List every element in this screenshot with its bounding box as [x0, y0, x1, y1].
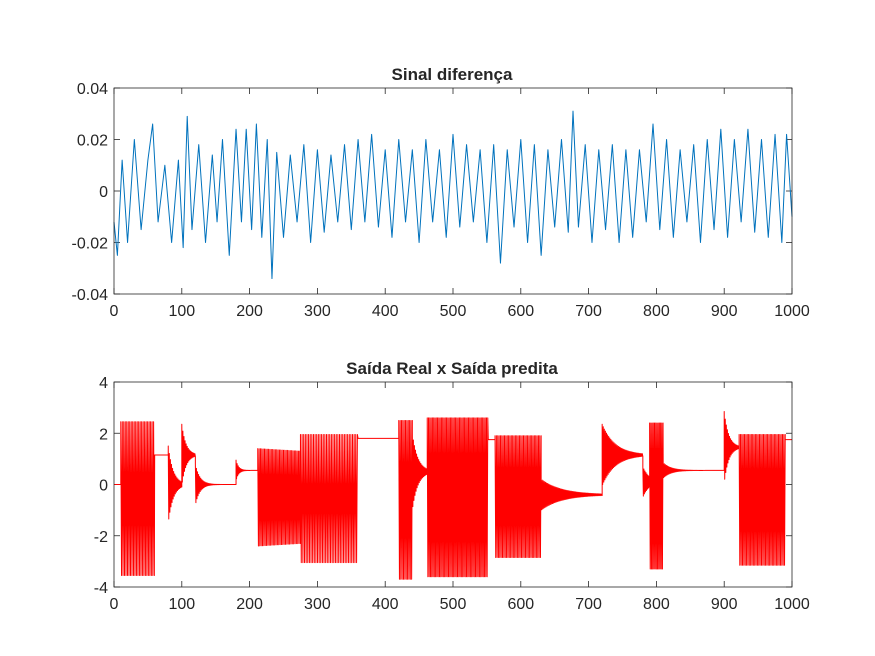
series-line-sinal-diferenca	[113, 110, 793, 280]
x-tick-label: 200	[236, 303, 263, 320]
x-tick-label: 400	[372, 596, 399, 613]
y-tick-label: 0.02	[77, 133, 108, 150]
axes-box-1	[113, 87, 793, 295]
x-tick-label: 500	[440, 596, 467, 613]
y-tick-label: -2	[94, 529, 108, 546]
y-tick-label: 4	[99, 375, 108, 392]
y-tick-label: -0.04	[72, 287, 109, 304]
x-tick-label: 1000	[774, 303, 810, 320]
chart-title-1: Sinal diferença	[392, 65, 513, 84]
axes-box-2	[113, 381, 793, 588]
x-tick-label: 0	[110, 596, 119, 613]
x-tick-label: 900	[711, 303, 738, 320]
series-line-saida	[114, 410, 792, 580]
x-tick-label: 700	[575, 596, 602, 613]
subplot-saida-real-x-saida-predita: Saída Real x Saída predita 0 100 200 300 400…	[94, 359, 810, 613]
y-tick-label: -4	[94, 580, 108, 597]
x-tick-label: 100	[168, 303, 195, 320]
plot-area-2: 0 100 200 300 400 500 600 700 800 900 1000 4 2 0 -2 -4	[94, 375, 810, 613]
x-tick-label: 300	[304, 596, 331, 613]
plot-background-1	[114, 88, 792, 294]
x-tick-label: 900	[711, 596, 738, 613]
x-tick-label: 600	[507, 596, 534, 613]
y-tick-label: 0	[99, 184, 108, 201]
x-tick-label: 1000	[774, 596, 810, 613]
y-tick-label: 0.04	[77, 81, 108, 98]
x-tick-label: 700	[575, 303, 602, 320]
subplot-sinal-diferenca: Sinal diferença 0 100 200 300 400 500 600 700 80…	[72, 65, 810, 320]
x-tick-label: 200	[236, 596, 263, 613]
x-tick-label: 0	[110, 303, 119, 320]
plot-area-1: 0 100 200 300 400 500 600 700 800 900 1000 0.04 0.02…	[72, 81, 810, 320]
x-tick-label: 500	[440, 303, 467, 320]
y-tick-label: -0.02	[72, 236, 109, 253]
x-tick-label: 400	[372, 303, 399, 320]
x-tick-label: 100	[168, 596, 195, 613]
x-tick-label: 800	[643, 303, 670, 320]
x-tick-label: 800	[643, 596, 670, 613]
y-tick-label: 0	[99, 478, 108, 495]
chart-title-2: Saída Real x Saída predita	[346, 359, 558, 378]
x-tick-label: 600	[507, 303, 534, 320]
x-tick-label: 300	[304, 303, 331, 320]
y-tick-label: 2	[99, 426, 108, 443]
